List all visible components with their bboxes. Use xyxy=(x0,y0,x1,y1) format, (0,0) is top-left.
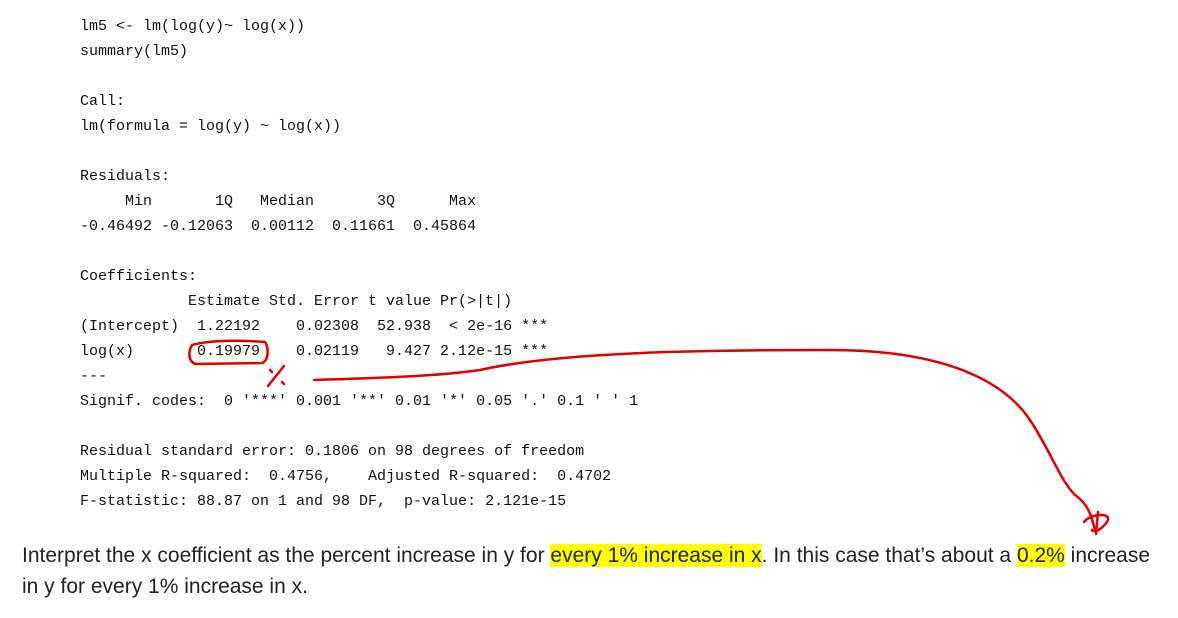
code-line: Multiple R-squared: 0.4756, Adjusted R-s… xyxy=(80,468,612,485)
code-line: Call: xyxy=(80,93,126,110)
code-line: (Intercept) 1.22192 0.02308 52.938 < 2e-… xyxy=(80,318,549,335)
text: Interpret the x coefficient as the perce… xyxy=(22,544,551,567)
arrow-head xyxy=(1082,510,1110,536)
code-line: lm(formula = log(y) ~ log(x)) xyxy=(80,118,342,135)
code-line: log(x) 0.19979 0.02119 9.427 2.12e-15 **… xyxy=(80,343,549,360)
code-line: summary(lm5) xyxy=(80,43,189,60)
code-line: -0.46492 -0.12063 0.00112 0.11661 0.4586… xyxy=(80,218,477,235)
code-line: Residual standard error: 0.1806 on 98 de… xyxy=(80,443,585,460)
arrow xyxy=(312,348,1097,532)
highlighted-text: every 1% increase in x xyxy=(550,544,762,567)
code-line: F-statistic: 88.87 on 1 and 98 DF, p-val… xyxy=(80,493,567,510)
code-line: Coefficients: xyxy=(80,268,198,285)
text: . In this case that’s about a xyxy=(761,544,1017,567)
code-line: lm5 <- lm(log(y)~ log(x)) xyxy=(80,18,306,35)
code-line: Signif. codes: 0 '***' 0.001 '**' 0.01 '… xyxy=(80,393,639,410)
explanation: Interpret the x coefficient as the perce… xyxy=(22,540,1162,602)
circle xyxy=(188,339,269,366)
text: increase in y for every 1% increase in x… xyxy=(22,544,1151,598)
code-line: Estimate Std. Error t value Pr(>|t|) xyxy=(80,293,513,310)
highlighted-text: 0.2% xyxy=(1016,544,1065,567)
percent-mark xyxy=(266,364,286,388)
code-line: Residuals: xyxy=(80,168,171,185)
code-line: --- xyxy=(80,368,108,385)
code-line: Min 1Q Median 3Q Max xyxy=(80,193,477,210)
